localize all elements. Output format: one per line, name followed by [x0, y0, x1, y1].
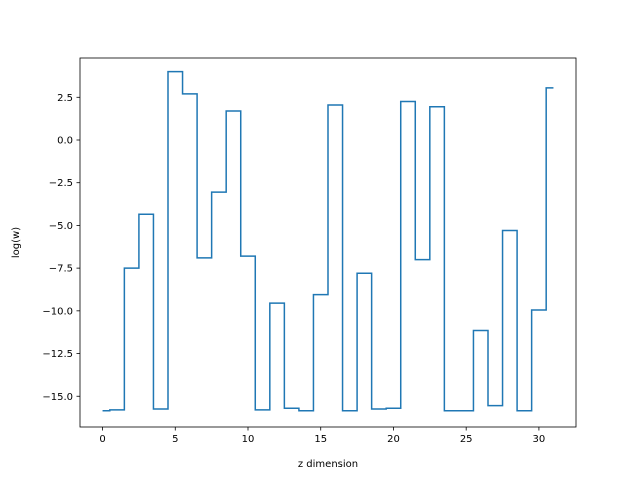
- x-tick-label: 0: [99, 434, 105, 445]
- x-tick-label: 20: [387, 434, 400, 445]
- plot-area: [102, 70, 554, 412]
- x-tick-label: 30: [533, 434, 546, 445]
- y-tick-label: −12.5: [42, 349, 73, 360]
- y-tick-label: 2.5: [57, 93, 73, 104]
- y-tick-label: −2.5: [49, 178, 73, 189]
- y-tick-label: 0.0: [57, 136, 73, 147]
- x-axis: 0 5 10 15 20 25 30: [99, 427, 545, 445]
- axes-frame: [79, 57, 577, 428]
- x-tick-label: 15: [314, 434, 327, 445]
- y-tick-label: −7.5: [49, 264, 73, 275]
- y-tick-label: −10.0: [42, 306, 73, 317]
- x-tick-label: 10: [242, 434, 255, 445]
- y-tick-label: −5.0: [49, 221, 73, 232]
- y-axis-label: log(w): [11, 227, 22, 258]
- x-tick-label: 5: [172, 434, 178, 445]
- x-tick-label: 25: [460, 434, 473, 445]
- series-line: [102, 70, 554, 412]
- y-axis: 2.5 0.0 −2.5 −5.0 −7.5 −10.0 −12.5 −15.0: [42, 93, 80, 403]
- x-axis-label: z dimension: [298, 459, 358, 470]
- y-tick-label: −15.0: [42, 392, 73, 403]
